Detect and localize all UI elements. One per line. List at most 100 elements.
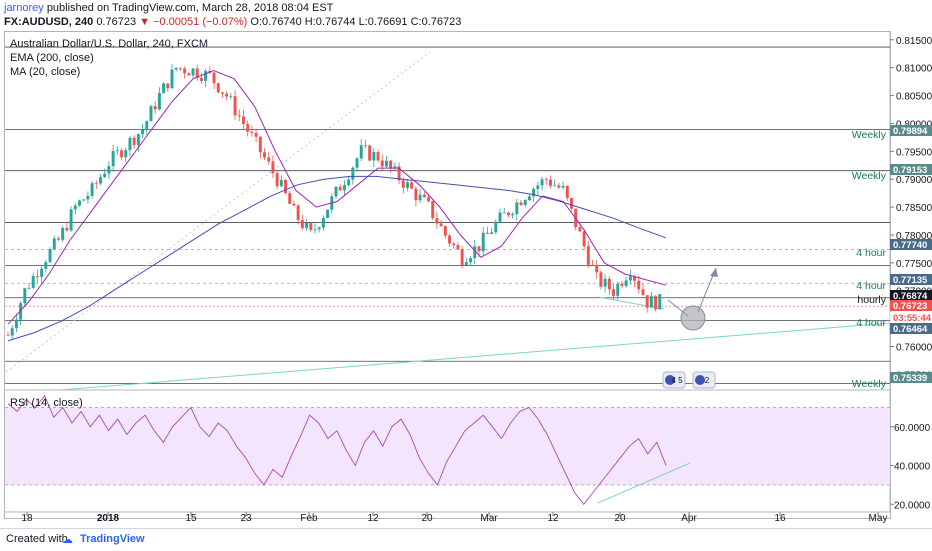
publish-line: jarnorey published on TradingView.com, M… [4, 2, 333, 14]
candle-body [40, 268, 44, 277]
candle-body [136, 134, 140, 146]
long-trendline [59, 322, 891, 391]
tradingview-logo-icon[interactable]: ☁ [62, 534, 73, 546]
legend-title: Australian Dollar/U.S. Dollar, 240, FXCM [10, 38, 209, 50]
candle-body [78, 200, 81, 206]
price-label-box [890, 125, 932, 136]
candle-body [229, 96, 233, 98]
price-label-value: 0.76464 [893, 324, 928, 335]
price-label-value: 0.76874 [893, 291, 928, 302]
candle-body [157, 93, 161, 110]
candle-body [637, 280, 641, 290]
candle-body [145, 121, 149, 130]
candle-body [82, 199, 86, 201]
level-name-label: hourly [857, 294, 886, 306]
candle-body [427, 197, 430, 202]
candle-body [300, 219, 304, 228]
candle-body [628, 276, 632, 281]
ohlc-values: O:0.76740 H:0.76744 L:0.76691 C:0.76723 [250, 16, 462, 28]
time-tick-label: 15 [185, 513, 197, 524]
candle-body [620, 283, 624, 286]
time-tick-label: May [869, 513, 888, 524]
candle-body [124, 150, 128, 158]
candle-body [473, 246, 477, 259]
candle-body [275, 173, 279, 187]
candle-body [35, 275, 39, 277]
flag-icon [695, 375, 705, 385]
candle-body [23, 288, 27, 304]
rsi-band [5, 407, 890, 485]
rsi-line [7, 395, 667, 506]
candle-body [321, 217, 325, 228]
price-label-box [890, 290, 932, 301]
candle-body [452, 243, 456, 246]
candle-body [599, 272, 603, 287]
candle-body [132, 137, 136, 146]
candle-body [494, 221, 498, 233]
candle-body [90, 183, 94, 196]
candle-body [10, 328, 14, 336]
candle-body [384, 160, 388, 167]
price-label-value: 0.77135 [893, 275, 928, 286]
level-name-label: Weekly [852, 129, 887, 141]
candle-body [422, 194, 426, 198]
candle-body [376, 152, 380, 161]
candle-body [296, 205, 300, 220]
candle-body [31, 275, 35, 288]
rsi-tick-label: 40.0000 [894, 462, 931, 473]
candle-body [544, 179, 548, 181]
candle-body [237, 115, 241, 117]
candle-body [578, 227, 582, 232]
candle-body [443, 226, 447, 236]
author-link[interactable]: jarnorey [4, 2, 44, 14]
candle-body [439, 223, 443, 227]
candle-body [633, 276, 637, 281]
price-tick-label: 0.77500 [896, 259, 932, 270]
candle-body [65, 227, 69, 231]
rsi-tick-label: 20.0000 [894, 500, 931, 511]
candle-body [506, 212, 510, 216]
candle-body [460, 249, 464, 266]
candle-body [553, 185, 557, 187]
level-name-label: Weekly [852, 170, 887, 182]
candle-body [477, 246, 481, 252]
flag-icon [665, 375, 675, 385]
candle-body [612, 289, 616, 296]
candle-body [120, 150, 124, 158]
candle-body [414, 188, 418, 201]
candle-body [641, 289, 645, 296]
candle-body [233, 96, 237, 116]
time-tick-label: Mar [480, 513, 498, 524]
candle-body [187, 73, 191, 76]
candle-body [52, 238, 56, 250]
candle-body [397, 166, 401, 181]
candle-body [406, 182, 409, 188]
candle-body [418, 194, 422, 201]
candle-body [27, 287, 31, 289]
candle-body [603, 278, 607, 287]
price-tick-label: 0.78000 [896, 231, 932, 242]
price-tick-label: 0.80000 [896, 119, 932, 130]
target-circle [680, 305, 706, 331]
candle-body [410, 182, 414, 189]
candle-body [69, 209, 73, 231]
short-trendline [597, 296, 665, 310]
candle-body [654, 296, 658, 310]
candle-body [246, 124, 250, 132]
candle-body [548, 179, 552, 186]
candle-body [435, 218, 439, 224]
candle-body [263, 152, 266, 158]
time-tick-label: 12 [367, 513, 379, 524]
candle-body [368, 145, 372, 161]
price-tick-label: 0.81000 [896, 64, 932, 75]
candle-body [363, 145, 367, 147]
candle-body [490, 232, 494, 234]
candle-body [469, 258, 473, 263]
candle-body [61, 227, 65, 240]
candle-body [607, 278, 611, 290]
tradingview-brand[interactable]: TradingView [80, 533, 145, 545]
candle-body [355, 158, 359, 168]
candle-body [305, 223, 309, 228]
candle-body [380, 160, 384, 167]
